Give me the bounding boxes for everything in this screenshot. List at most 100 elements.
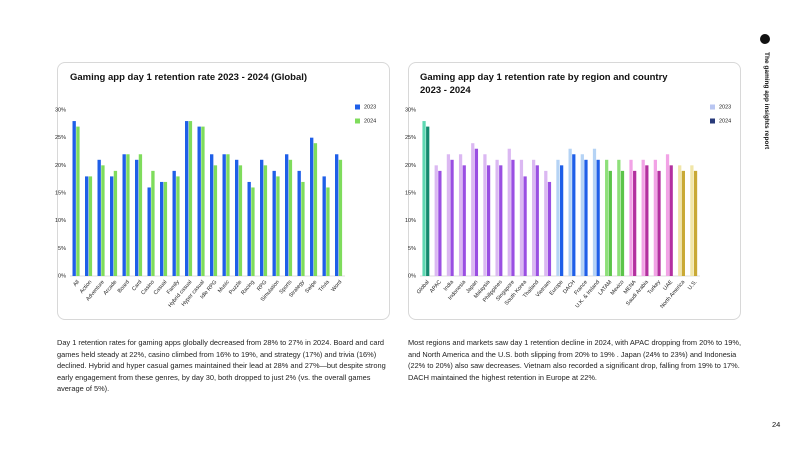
bar [617, 159, 621, 276]
bar [338, 159, 343, 276]
paragraph: Most regions and markets saw day 1 reten… [408, 338, 742, 382]
bar [474, 148, 479, 276]
x-tick-label: APAC [429, 279, 443, 294]
bar [101, 165, 105, 276]
bar [172, 170, 176, 276]
legend-swatch [355, 104, 360, 110]
bar [519, 159, 524, 276]
x-tick-label: All [72, 279, 81, 288]
bar [669, 165, 673, 276]
bar [572, 154, 576, 276]
bar [434, 165, 438, 276]
x-tick-label: Europe [549, 279, 565, 296]
bar [210, 154, 214, 276]
y-tick-label: 20% [405, 163, 416, 169]
chart-title: Gaming app day 1 retention rate by regio… [420, 72, 668, 96]
y-tick-label: 25% [55, 135, 66, 141]
chart-panel [408, 62, 741, 320]
bar [657, 170, 661, 276]
bar [641, 159, 645, 276]
y-tick-label: 25% [405, 135, 416, 141]
bar [471, 143, 475, 276]
y-tick-label: 15% [405, 190, 416, 196]
bar [426, 126, 430, 276]
bar [547, 181, 552, 276]
y-tick-label: 0% [408, 273, 416, 279]
bar [222, 154, 226, 276]
legend-label: 2024 [719, 118, 731, 124]
bar [85, 176, 89, 276]
bar [185, 121, 189, 276]
bar [76, 126, 80, 276]
bar [238, 165, 243, 276]
bar [633, 170, 637, 276]
bar [135, 159, 139, 276]
x-tick-label: Turkey [647, 279, 662, 296]
y-tick-label: 0% [58, 273, 66, 279]
bar [301, 181, 305, 276]
bar [620, 170, 625, 276]
bar [605, 159, 609, 276]
bar [665, 154, 670, 276]
bar [160, 181, 164, 276]
bar [690, 165, 694, 276]
x-tick-label: U.S. [687, 279, 699, 291]
x-tick-label: Trivia [318, 279, 332, 294]
legend-label: 2023 [364, 104, 376, 110]
y-tick-label: 30% [55, 107, 66, 113]
bar [450, 159, 454, 276]
bar [681, 170, 685, 276]
bar [584, 159, 588, 276]
bar [276, 176, 280, 276]
bar [310, 137, 314, 276]
bar [272, 170, 276, 276]
y-tick-label: 5% [408, 246, 416, 252]
bar [592, 148, 597, 276]
bar [313, 143, 318, 276]
legend-label: 2024 [364, 118, 376, 124]
bar [483, 154, 487, 276]
x-tick-label: Board [117, 279, 131, 294]
bar [235, 159, 239, 276]
x-tick-label: Swipe [304, 279, 318, 294]
y-tick-label: 10% [405, 218, 416, 224]
y-tick-label: 20% [55, 163, 66, 169]
bar [693, 170, 698, 276]
bar [335, 154, 339, 276]
bar [495, 159, 499, 276]
x-tick-label: Arcade [103, 279, 119, 296]
bar [151, 170, 155, 276]
y-tick-label: 15% [55, 190, 66, 196]
bar [260, 159, 264, 276]
legend-swatch [710, 118, 715, 124]
bar [523, 176, 527, 276]
bar [251, 187, 255, 276]
bar [326, 187, 330, 276]
x-tick-label: Global [416, 279, 431, 295]
bar [560, 165, 564, 276]
chart-title: Gaming app day 1 retention rate 2023 - 2… [70, 72, 308, 83]
bar [653, 159, 657, 276]
bar [322, 176, 326, 276]
bar [511, 159, 515, 276]
bar [197, 126, 201, 276]
bar [163, 181, 168, 276]
bar [608, 170, 612, 276]
legend-swatch [710, 104, 715, 110]
bar [580, 154, 584, 276]
chart-panel [57, 62, 390, 320]
x-tick-label: Word [330, 279, 343, 293]
bar [535, 165, 539, 276]
x-tick-label: Casual [153, 279, 169, 296]
bar [176, 176, 180, 276]
y-tick-label: 10% [55, 218, 66, 224]
x-tick-label: Mexico [610, 279, 626, 296]
bar [462, 165, 466, 276]
bar [532, 159, 536, 276]
bar [122, 154, 126, 276]
bar [72, 121, 76, 276]
bar [297, 170, 301, 276]
bar [113, 170, 118, 276]
bar [285, 154, 289, 276]
